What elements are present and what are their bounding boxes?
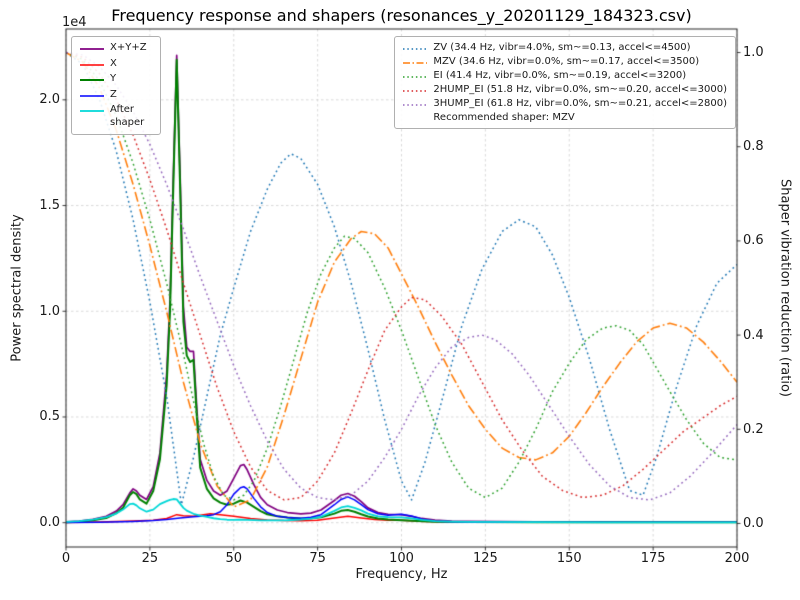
line-sample-zv-icon <box>403 48 428 50</box>
legend-label-y: Y <box>110 73 117 84</box>
line-sample-ei-icon <box>403 76 428 78</box>
right-y-tick-label: 0.6 <box>743 233 764 249</box>
x-tick-label: 125 <box>472 551 498 566</box>
line-sample-x-icon <box>80 63 104 66</box>
legend-label-x-y-z: X+Y+Z <box>110 42 147 53</box>
left-y-tick-label: 0.5 <box>39 409 60 425</box>
legend-item-2hump-ei: 2HUMP_EI (51.8 Hz, vibr=0.0%, sm~=0.20, … <box>403 84 727 95</box>
legend-label-3hump-ei: 3HUMP_EI (61.8 Hz, vibr=0.0%, sm~=0.21, … <box>433 98 727 109</box>
legend-item-x-y-z: X+Y+Z <box>80 42 152 55</box>
right-y-tick-label: 0.8 <box>743 139 764 155</box>
line-sample-z-icon <box>80 94 104 97</box>
legend-label-ei: EI (41.4 Hz, vibr=0.0%, sm~=0.19, accel<… <box>433 70 687 81</box>
right-y-tick-label: 1.0 <box>743 45 764 61</box>
right-y-axis-label: Shaper vibration reduction (ratio) <box>777 179 793 397</box>
x-tick-label: 75 <box>309 551 326 566</box>
chart-title: Frequency response and shapers (resonanc… <box>111 6 692 25</box>
line-sample-after-shaper-icon <box>80 110 104 112</box>
legend-item-y: Y <box>80 73 152 86</box>
legend-item-x: X <box>80 58 152 71</box>
line-sample-y-icon <box>80 79 104 81</box>
legend-label-x: X <box>110 57 117 69</box>
left-y-tick-label: 1.0 <box>39 303 60 319</box>
line-sample-mzv-icon <box>403 62 428 64</box>
left-y-tick-label: 2.0 <box>39 92 60 108</box>
right-y-tick-label: 0.0 <box>743 515 764 531</box>
left-y-tick-label: 0.0 <box>39 515 60 531</box>
legend-item-zv: ZV (34.4 Hz, vibr=4.0%, sm~=0.13, accel<… <box>403 42 727 53</box>
legend-label-mzv: MZV (34.6 Hz, vibr=0.0%, sm~=0.17, accel… <box>433 56 700 67</box>
legend-label-2hump-ei: 2HUMP_EI (51.8 Hz, vibr=0.0%, sm~=0.20, … <box>433 84 727 95</box>
legend-item-after-shaper: After shaper <box>80 104 152 129</box>
left-y-tick-label: 1.5 <box>39 198 60 214</box>
x-tick-label: 50 <box>225 551 243 566</box>
line-sample-2hump-ei-icon <box>403 90 428 92</box>
x-tick-label: 25 <box>141 551 159 566</box>
psd-legend: X+Y+Z X Y Z After shaper <box>71 36 161 135</box>
recommended-shaper-note: Recommended shaper: MZV <box>403 112 727 123</box>
line-sample-x-y-z-icon <box>80 48 104 50</box>
line-sample-3hump-ei-icon <box>403 104 428 106</box>
legend-item-z: Z <box>80 89 152 102</box>
recommended-shaper-note-label: Recommended shaper: MZV <box>433 112 575 123</box>
right-y-tick-label: 0.2 <box>743 421 764 437</box>
x-tick-label: 200 <box>724 551 750 566</box>
y-offset-multiplier: 1e4 <box>62 15 87 30</box>
x-tick-label: 100 <box>389 551 414 566</box>
legend-label-z: Z <box>110 88 117 100</box>
x-tick-label: 0 <box>61 551 71 566</box>
left-y-axis-label: Power spectral density <box>9 214 25 362</box>
legend-item-mzv: MZV (34.6 Hz, vibr=0.0%, sm~=0.17, accel… <box>403 56 727 67</box>
x-axis-label: Frequency, Hz <box>355 567 448 582</box>
shaper-legend: ZV (34.4 Hz, vibr=4.0%, sm~=0.13, accel<… <box>394 36 736 129</box>
x-tick-label: 175 <box>640 551 666 566</box>
x-tick-label: 150 <box>556 551 582 566</box>
right-y-tick-label: 0.4 <box>743 327 764 343</box>
legend-item-3hump-ei: 3HUMP_EI (61.8 Hz, vibr=0.0%, sm~=0.21, … <box>403 98 727 109</box>
legend-item-ei: EI (41.4 Hz, vibr=0.0%, sm~=0.19, accel<… <box>403 70 727 81</box>
legend-label-after-shaper: After shaper <box>110 104 145 128</box>
legend-label-zv: ZV (34.4 Hz, vibr=4.0%, sm~=0.13, accel<… <box>433 42 691 53</box>
